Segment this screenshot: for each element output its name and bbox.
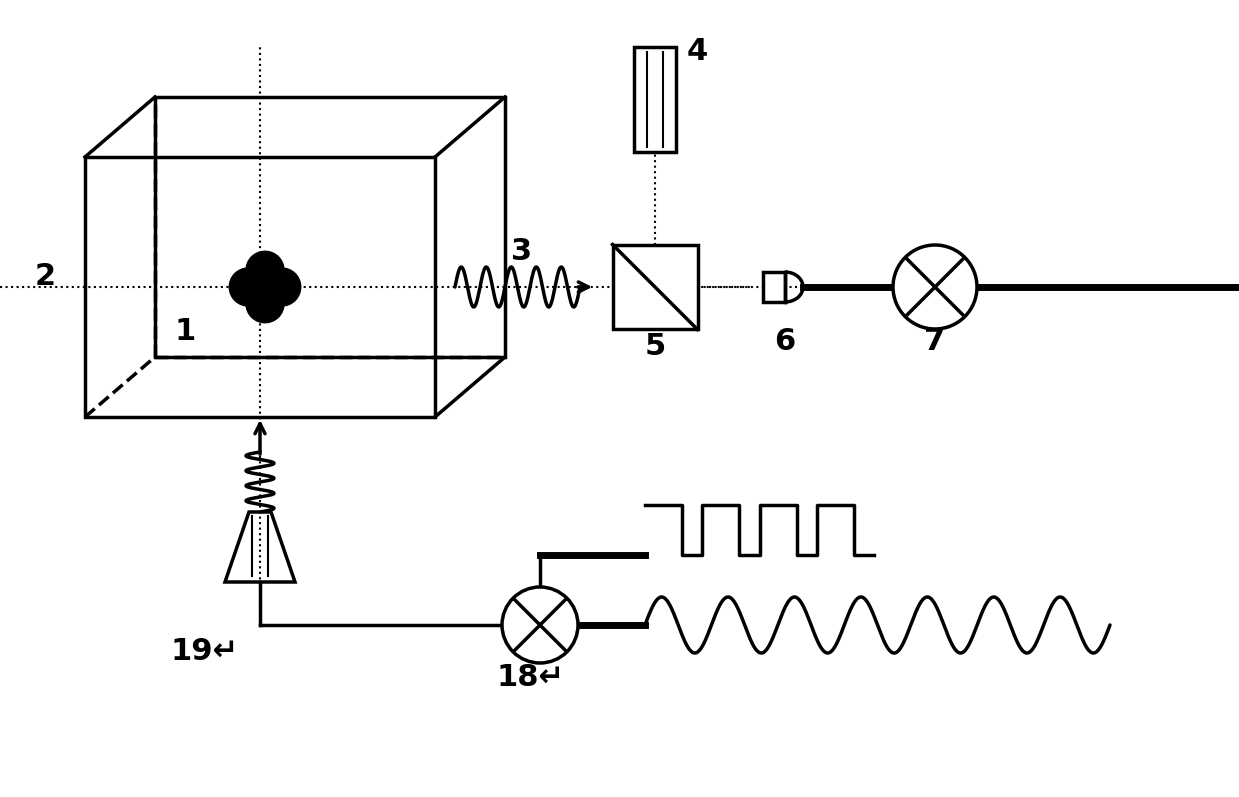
Bar — [763, 272, 786, 302]
Text: 6: 6 — [774, 328, 795, 356]
Text: 19↵: 19↵ — [171, 638, 239, 666]
Text: 3: 3 — [512, 238, 533, 266]
Circle shape — [263, 268, 301, 306]
Circle shape — [247, 251, 284, 289]
Polygon shape — [634, 47, 676, 152]
Circle shape — [247, 285, 284, 323]
Text: 2: 2 — [35, 262, 56, 292]
Polygon shape — [612, 245, 698, 329]
Text: 18↵: 18↵ — [496, 662, 564, 692]
Circle shape — [229, 268, 268, 306]
Circle shape — [502, 587, 579, 663]
Text: 4: 4 — [686, 37, 707, 66]
Text: 1: 1 — [175, 317, 196, 347]
Circle shape — [893, 245, 978, 329]
Text: 7: 7 — [924, 328, 945, 356]
Text: 5: 5 — [644, 332, 665, 362]
